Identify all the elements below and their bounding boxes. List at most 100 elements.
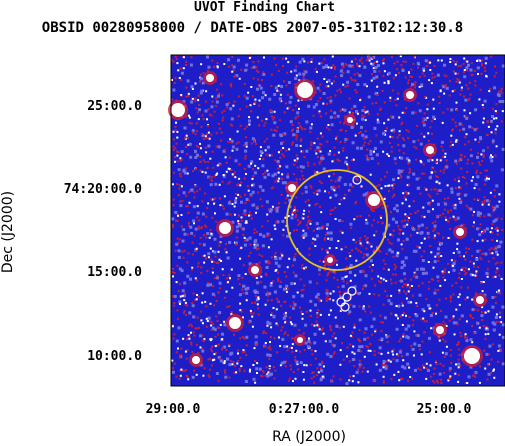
noise-pixel [194,82,197,85]
noise-pixel [485,199,489,203]
noise-pixel [252,364,255,366]
noise-pixel [334,75,337,78]
noise-pixel [278,97,282,101]
noise-pixel [353,326,356,329]
noise-pixel [229,168,231,171]
noise-pixel [421,121,424,124]
noise-pixel [240,68,243,71]
noise-pixel [198,219,201,222]
noise-pixel [450,187,454,191]
noise-pixel [358,305,361,308]
noise-pixel [329,292,332,295]
noise-pixel [233,171,236,174]
noise-pixel [396,97,399,100]
noise-pixel [428,203,431,206]
noise-pixel [492,142,494,145]
noise-pixel [330,185,334,189]
noise-pixel [435,175,438,178]
noise-pixel [203,338,206,341]
noise-pixel [237,183,240,186]
noise-pixel [320,367,322,370]
noise-pixel [293,159,296,162]
noise-pixel [444,322,447,325]
noise-pixel [405,297,408,300]
noise-pixel [368,242,371,245]
noise-pixel [217,122,220,125]
noise-pixel [395,204,399,208]
noise-pixel [399,174,402,177]
noise-pixel [417,344,421,347]
noise-pixel [224,369,227,372]
noise-pixel [377,275,380,278]
y-tick-label: 15:00.0 [87,265,142,280]
noise-pixel [270,282,273,285]
noise-pixel [470,179,473,182]
noise-pixel [389,99,392,102]
noise-pixel [294,253,297,256]
noise-pixel [476,249,480,253]
noise-pixel [232,360,235,363]
noise-pixel [449,354,452,357]
noise-pixel [499,292,502,295]
noise-pixel [206,207,209,209]
noise-pixel [203,339,206,342]
noise-pixel [277,206,280,209]
noise-pixel [182,228,186,232]
noise-pixel [234,192,237,195]
noise-pixel [476,213,480,217]
noise-pixel [358,240,361,242]
noise-pixel [262,370,264,373]
noise-pixel [339,230,342,233]
noise-pixel [328,128,331,131]
noise-pixel [433,236,436,239]
noise-pixel [327,297,330,300]
noise-pixel [217,379,220,382]
noise-pixel [454,159,458,163]
noise-pixel [329,115,333,119]
noise-pixel [195,122,198,125]
noise-pixel [469,260,472,263]
noise-pixel [317,371,320,374]
noise-pixel [463,95,466,98]
noise-pixel [333,351,336,354]
noise-pixel [412,228,416,231]
noise-pixel [215,300,218,303]
noise-pixel [333,80,335,83]
noise-pixel [185,64,187,66]
noise-pixel [207,202,210,205]
noise-pixel [436,232,439,235]
noise-pixel [359,340,361,343]
noise-pixel [457,79,460,82]
noise-pixel [423,135,426,138]
noise-pixel [326,250,329,253]
noise-pixel [193,222,195,225]
noise-pixel [354,274,357,277]
noise-pixel [393,182,396,185]
noise-pixel [439,169,442,172]
noise-pixel [237,220,240,223]
noise-pixel [219,234,223,238]
noise-pixel [198,326,200,329]
noise-pixel [450,209,452,212]
noise-pixel [212,322,215,325]
noise-pixel [251,190,255,194]
noise-pixel [443,92,446,95]
noise-pixel [172,267,174,270]
noise-pixel [407,379,410,382]
noise-pixel [482,156,485,158]
noise-pixel [487,372,491,376]
noise-pixel [342,149,345,152]
noise-pixel [359,215,362,218]
noise-pixel [329,237,333,241]
noise-pixel [376,113,379,116]
noise-pixel [481,319,484,321]
noise-pixel [295,65,298,68]
noise-pixel [431,159,434,162]
noise-pixel [464,334,466,337]
noise-pixel [300,310,303,313]
noise-pixel [243,337,246,340]
noise-pixel [288,377,291,380]
noise-pixel [496,125,499,128]
noise-pixel [236,130,239,133]
noise-pixel [386,205,389,208]
